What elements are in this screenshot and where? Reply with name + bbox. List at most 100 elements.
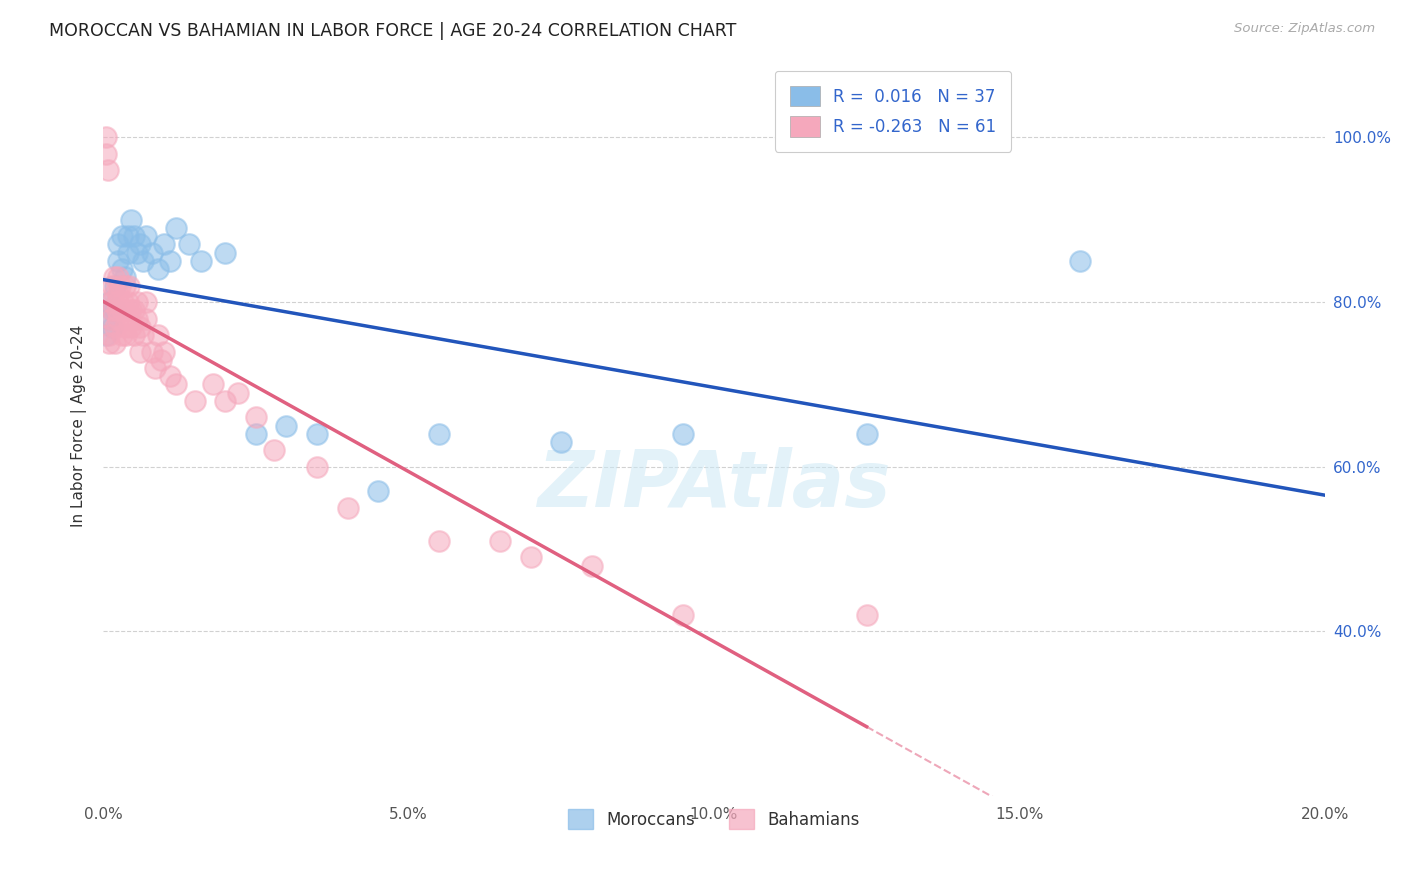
Point bbox=[96, 147, 118, 161]
Point bbox=[125, 295, 148, 310]
Point bbox=[107, 237, 129, 252]
Text: MOROCCAN VS BAHAMIAN IN LABOR FORCE | AGE 20-24 CORRELATION CHART: MOROCCAN VS BAHAMIAN IN LABOR FORCE | AG… bbox=[49, 22, 737, 40]
Point bbox=[305, 459, 328, 474]
Point bbox=[117, 311, 139, 326]
Point bbox=[427, 426, 450, 441]
Point bbox=[107, 311, 129, 326]
Point bbox=[519, 550, 541, 565]
Point bbox=[98, 328, 121, 343]
Point bbox=[104, 303, 127, 318]
Point bbox=[489, 533, 512, 548]
Text: ZIPAtlas: ZIPAtlas bbox=[537, 447, 890, 523]
Point bbox=[184, 393, 207, 408]
Point bbox=[125, 245, 148, 260]
Point bbox=[101, 303, 124, 318]
Point bbox=[103, 270, 125, 285]
Point bbox=[122, 229, 145, 244]
Point bbox=[148, 262, 170, 277]
Point bbox=[550, 435, 572, 450]
Point bbox=[110, 262, 132, 277]
Point bbox=[128, 237, 150, 252]
Point bbox=[153, 344, 176, 359]
Point bbox=[135, 311, 157, 326]
Point bbox=[98, 295, 121, 310]
Point bbox=[103, 286, 125, 301]
Point bbox=[128, 344, 150, 359]
Point bbox=[104, 278, 127, 293]
Point bbox=[125, 311, 148, 326]
Point bbox=[97, 163, 120, 178]
Point bbox=[111, 295, 134, 310]
Point bbox=[226, 385, 249, 400]
Point bbox=[855, 426, 877, 441]
Point bbox=[245, 426, 267, 441]
Point bbox=[117, 295, 139, 310]
Point bbox=[150, 352, 173, 367]
Point bbox=[128, 319, 150, 334]
Point bbox=[104, 336, 127, 351]
Point bbox=[110, 303, 132, 318]
Point bbox=[143, 361, 166, 376]
Point bbox=[114, 303, 136, 318]
Point bbox=[153, 237, 176, 252]
Legend: Moroccans, Bahamians: Moroccans, Bahamians bbox=[562, 802, 866, 836]
Point bbox=[96, 328, 118, 343]
Point bbox=[132, 328, 155, 343]
Point bbox=[1069, 254, 1091, 268]
Point bbox=[120, 212, 142, 227]
Point bbox=[117, 245, 139, 260]
Point bbox=[672, 607, 695, 622]
Point bbox=[101, 319, 124, 334]
Point bbox=[98, 311, 121, 326]
Point bbox=[581, 558, 603, 573]
Point bbox=[855, 607, 877, 622]
Point bbox=[427, 533, 450, 548]
Point bbox=[166, 377, 188, 392]
Point bbox=[263, 443, 285, 458]
Point bbox=[105, 295, 128, 310]
Point bbox=[117, 229, 139, 244]
Point bbox=[114, 319, 136, 334]
Point bbox=[141, 344, 163, 359]
Point bbox=[107, 270, 129, 285]
Point bbox=[114, 278, 136, 293]
Point bbox=[122, 303, 145, 318]
Point bbox=[148, 328, 170, 343]
Text: Source: ZipAtlas.com: Source: ZipAtlas.com bbox=[1234, 22, 1375, 36]
Point bbox=[276, 418, 298, 433]
Point bbox=[132, 254, 155, 268]
Point bbox=[166, 221, 188, 235]
Point bbox=[122, 328, 145, 343]
Point bbox=[214, 245, 236, 260]
Point bbox=[114, 270, 136, 285]
Point bbox=[305, 426, 328, 441]
Point bbox=[96, 130, 118, 145]
Point bbox=[214, 393, 236, 408]
Point bbox=[202, 377, 225, 392]
Point bbox=[141, 245, 163, 260]
Point bbox=[100, 311, 122, 326]
Point bbox=[159, 254, 181, 268]
Point bbox=[177, 237, 200, 252]
Point bbox=[100, 295, 122, 310]
Point bbox=[336, 500, 359, 515]
Point bbox=[120, 319, 142, 334]
Point bbox=[110, 328, 132, 343]
Y-axis label: In Labor Force | Age 20-24: In Labor Force | Age 20-24 bbox=[72, 325, 87, 527]
Point bbox=[159, 369, 181, 384]
Point bbox=[115, 328, 138, 343]
Point bbox=[118, 278, 141, 293]
Point bbox=[135, 229, 157, 244]
Point bbox=[107, 254, 129, 268]
Point bbox=[110, 278, 132, 293]
Point bbox=[105, 303, 128, 318]
Point bbox=[120, 303, 142, 318]
Point bbox=[245, 410, 267, 425]
Point bbox=[101, 303, 124, 318]
Point bbox=[367, 484, 389, 499]
Point bbox=[104, 319, 127, 334]
Point bbox=[107, 286, 129, 301]
Point bbox=[190, 254, 212, 268]
Point bbox=[135, 295, 157, 310]
Point bbox=[98, 336, 121, 351]
